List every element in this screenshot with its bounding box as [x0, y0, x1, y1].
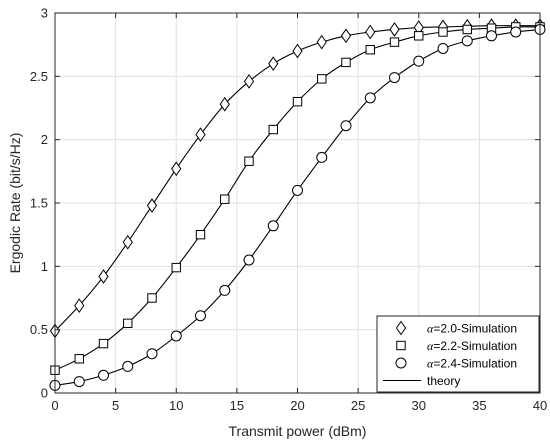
data-point-square [244, 156, 254, 166]
x-tick-label: 10 [169, 398, 183, 413]
y-tick-label: 2.5 [30, 69, 48, 84]
data-point-circle [170, 330, 182, 342]
x-tick-label: 30 [412, 398, 426, 413]
data-point-square [171, 262, 181, 273]
data-point-circle [219, 284, 231, 296]
data-point-circle [364, 92, 376, 104]
y-tick-label: 3 [41, 6, 48, 21]
data-point-square [123, 318, 133, 329]
data-point-diamond [171, 161, 182, 177]
data-point-diamond [146, 198, 158, 213]
x-tick-label: 15 [230, 398, 244, 413]
x-tick-label: 20 [290, 398, 304, 413]
data-point-square [317, 74, 327, 84]
y-tick-label: 2 [41, 132, 48, 147]
data-point-square [462, 24, 472, 35]
legend-series-suffix: =2.4-Simulation [433, 357, 517, 371]
legend: α=2.0-Simulationα=2.2-Simulationα=2.4-Si… [376, 315, 540, 393]
data-point-square [74, 354, 84, 364]
data-point-square [268, 124, 278, 135]
data-point-diamond [122, 234, 133, 250]
data-point-circle [98, 369, 109, 381]
legend-series-suffix: =2.0-Simulation [433, 322, 517, 336]
y-tick-label: 1 [41, 259, 48, 274]
data-point-diamond [219, 96, 230, 112]
x-tick-label: 40 [533, 398, 547, 413]
axis-ticks: 0 5 10 15 20 25 30 35 40 0 0.5 1 1.5 2 2.5 3 [30, 6, 547, 414]
x-tick-label: 35 [472, 398, 486, 413]
data-point-circle [146, 348, 158, 360]
data-point-diamond [243, 74, 255, 89]
legend-alpha-symbol: α [427, 357, 434, 371]
legend-alpha-symbol: α [427, 339, 434, 353]
data-point-diamond [98, 269, 109, 284]
data-point-diamond [340, 28, 352, 44]
data-point-circle [461, 35, 473, 47]
legend-marker-circle [395, 357, 407, 369]
data-point-circle [122, 360, 134, 372]
data-point-circle [413, 55, 425, 67]
x-tick-label: 0 [51, 398, 58, 413]
data-point-square [365, 45, 375, 55]
data-point-circle [267, 220, 279, 232]
data-point-circle [316, 151, 328, 163]
data-point-circle [292, 184, 303, 196]
grid [54, 12, 541, 394]
data-point-diamond [268, 56, 279, 72]
x-axis-label: Transmit power (dBm) [229, 423, 367, 439]
y-tick-label: 0.5 [30, 322, 48, 337]
data-point-diamond [316, 34, 327, 50]
y-tick-label: 0 [41, 386, 48, 401]
data-point-circle [340, 120, 352, 132]
data-point-square [220, 194, 230, 204]
data-point-circle [73, 376, 85, 388]
data-point-square [195, 229, 206, 240]
data-point-diamond [195, 127, 206, 142]
legend-label: α=2.4-Simulation [427, 357, 517, 371]
data-point-square [341, 57, 351, 68]
data-point-circle [437, 42, 449, 54]
legend-label: α=2.2-Simulation [427, 339, 517, 353]
data-point-diamond [292, 43, 303, 59]
data-point-circle [510, 26, 522, 38]
data-point-diamond [365, 24, 376, 40]
x-tick-label: 25 [351, 398, 365, 413]
data-point-square [292, 96, 303, 107]
x-tick-label: 5 [112, 398, 119, 413]
data-point-square [147, 293, 157, 303]
data-point-square [414, 31, 424, 41]
legend-marker-diamond [395, 320, 407, 336]
y-axis-label: Ergodic Rate (bit/s/Hz) [7, 133, 23, 274]
data-point-square [438, 27, 448, 37]
y-tick-label: 1.5 [30, 196, 48, 211]
data-point-circle [486, 30, 497, 42]
data-point-circle [389, 72, 400, 84]
legend-alpha-symbol: α [427, 322, 434, 336]
legend-theory-label: theory [427, 374, 460, 388]
data-point-diamond [389, 22, 400, 37]
data-point-circle [243, 254, 255, 266]
legend-marker-square [396, 340, 406, 351]
simulation-markers [49, 18, 546, 391]
legend-series-suffix: =2.2-Simulation [433, 339, 517, 353]
data-point-diamond [74, 298, 85, 313]
legend-label: α=2.0-Simulation [427, 322, 517, 336]
data-point-square [389, 37, 400, 47]
data-point-square [98, 338, 109, 349]
data-point-circle [195, 310, 206, 322]
